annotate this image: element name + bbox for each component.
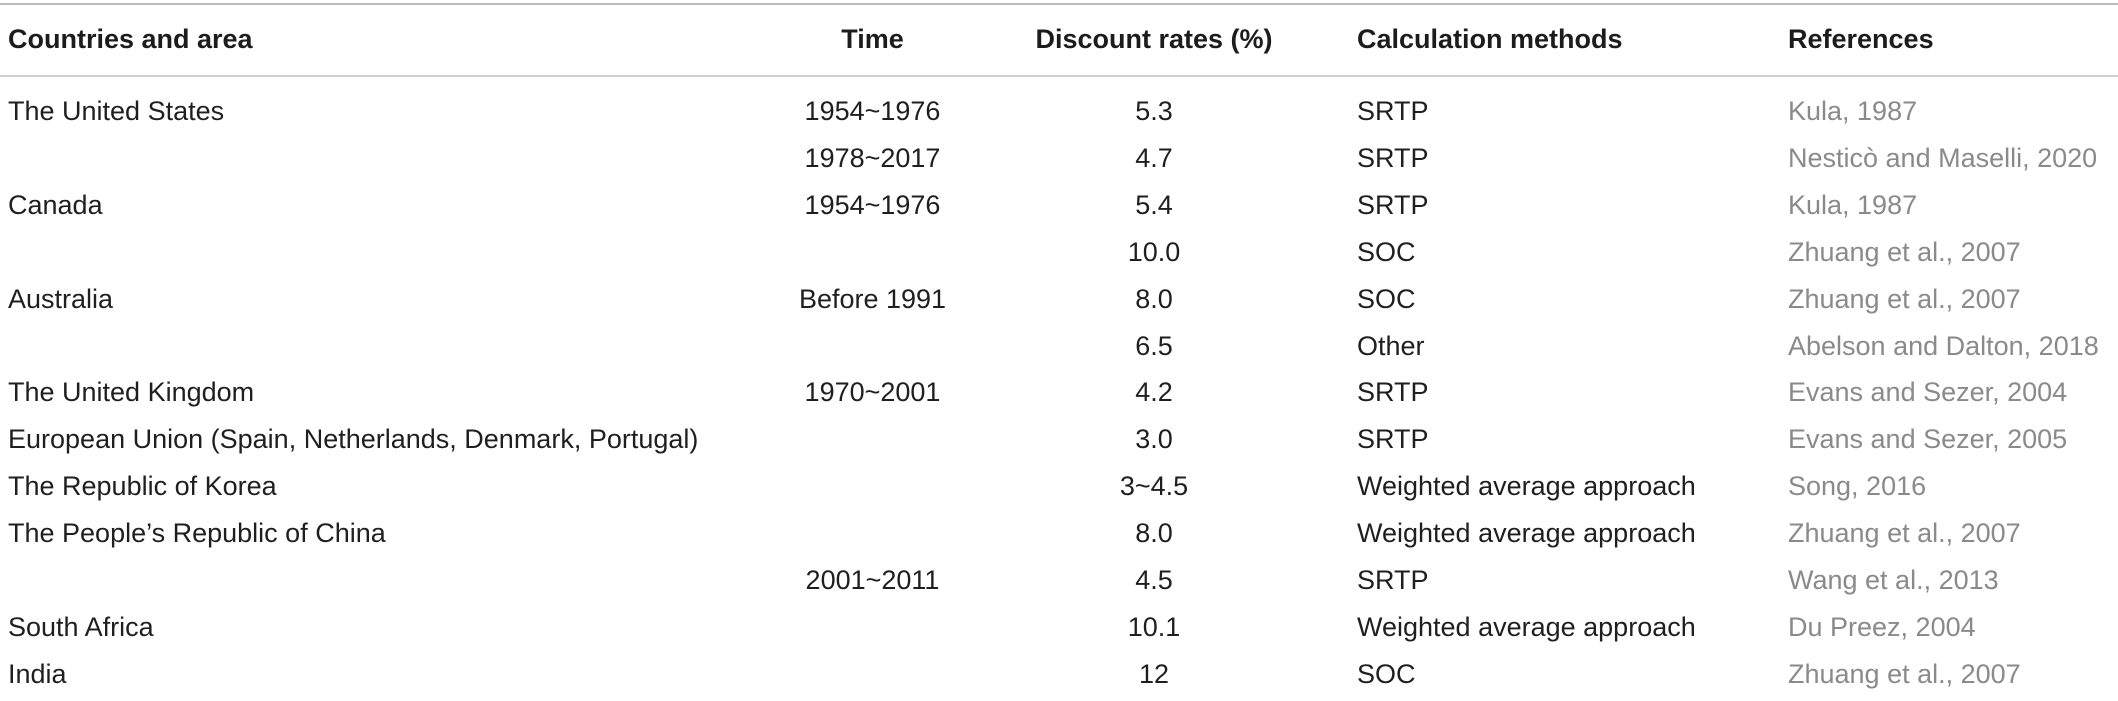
cell-discount-rate: 3~4.5 [1119,471,1189,502]
cell-country: Canada [8,189,103,220]
cell-calculation-method: SRTP [1357,565,1429,595]
cell-reference: Abelson and Dalton, 2018 [1788,330,2099,361]
cell-time: 2001~2011 [805,565,940,595]
cell-calculation-method: SOC [1357,658,1416,689]
cell-time: 1970~2001 [804,377,941,408]
cell-calculation-method: SRTP [1357,424,1429,455]
cell-time [760,651,985,698]
cell-country: South Africa [8,611,154,642]
header-countries: Countries and area [8,24,253,54]
cell-discount-rate: 10.1 [1127,611,1181,642]
table-header-row: Countries and area Time Discount rates (… [0,16,2118,63]
cell-discount-rate: 12 [1138,658,1170,689]
cell-reference: Kula, 1987 [1788,96,1918,126]
table-row: The People’s Republic of China 8.0 Weighte… [0,510,2118,557]
header-calculation-methods: Calculation methods [1357,24,1623,54]
header-time: Time [841,24,904,54]
cell-country: India [8,658,67,689]
table-row: The United States 1954~1976 5.3 SRTP Kula, 1… [0,88,2118,135]
cell-time [760,604,985,651]
cell-calculation-method: Weighted average approach [1357,518,1696,549]
cell-time [760,416,985,463]
cell-country: The United States [8,96,225,126]
cell-reference: Evans and Sezer, 2004 [1788,377,2068,408]
cell-discount-rate: 10.0 [1127,236,1181,267]
cell-time [760,229,985,276]
cell-discount-rate: 6.5 [1135,330,1173,361]
cell-time: 1954~1976 [804,189,941,220]
header-rule [0,75,2118,77]
header-references: References [1788,24,1934,54]
table-row: 10.0 SOC Zhuang et al., 2007 [0,229,2118,276]
table-row: South Africa 10.1 Weighted average approac… [0,604,2118,651]
cell-time [760,323,985,370]
cell-time: Before 1991 [798,283,947,314]
cell-calculation-method: Weighted average approach [1357,471,1696,502]
cell-country: The Republic of Korea [8,471,277,502]
cell-reference: Song, 2016 [1788,471,1927,502]
cell-country: The People’s Republic of China [8,518,386,549]
table-row: European Union (Spain, Netherlands, Denm… [0,416,2118,463]
cell-reference: Kula, 1987 [1788,189,1918,220]
cell-reference: Zhuang et al., 2007 [1788,518,2021,549]
cell-reference: Evans and Sezer, 2005 [1788,424,2068,455]
cell-reference: Zhuang et al., 2007 [1788,236,2021,267]
table-top-rule [0,3,2118,5]
cell-calculation-method: SRTP [1357,142,1429,173]
cell-discount-rate: 5.4 [1135,189,1173,220]
cell-country: European Union (Spain, Netherlands, Denm… [8,424,699,455]
cell-reference: Du Preez, 2004 [1788,611,1976,642]
table-row: Australia Before 1991 8.0 SOC Zhuang et al.,… [0,276,2118,323]
cell-calculation-method: SOC [1357,236,1416,267]
cell-calculation-method: Weighted average approach [1357,611,1696,642]
cell-discount-rate: 4.7 [1135,142,1173,173]
cell-discount-rate: 5.3 [1135,96,1173,126]
cell-time: 1954~1976 [804,96,941,126]
cell-calculation-method: SRTP [1357,189,1429,220]
table-row: The Republic of Korea 3~4.5 Weighted avera… [0,463,2118,510]
table-row: The United Kingdom 1970~2001 4.2 SRTP Evans … [0,369,2118,416]
cell-discount-rate: 8.0 [1135,283,1173,314]
table-row: 1978~2017 4.7 SRTP Nesticò and Maselli, 202… [0,135,2118,182]
cell-calculation-method: SRTP [1357,96,1429,126]
cell-country: Australia [8,283,114,314]
cell-discount-rate: 3.0 [1135,424,1173,455]
cell-time [760,510,985,557]
table-row: 2001~2011 4.5 SRTP Wang et al., 2013 [0,557,2118,604]
cell-reference: Zhuang et al., 2007 [1788,658,2021,689]
cell-reference: Nesticò and Maselli, 2020 [1788,142,2098,173]
cell-time [760,463,985,510]
table-row: Canada 1954~1976 5.4 SRTP Kula, 1987 [0,182,2118,229]
header-discount-rates: Discount rates (%) [1035,24,1273,54]
cell-country: The United Kingdom [8,377,255,408]
table-row: India 12 SOC Zhuang et al., 2007 [0,651,2118,698]
table-row: 6.5 Other Abelson and Dalton, 2018 [0,323,2118,370]
cell-calculation-method: SRTP [1357,377,1429,408]
cell-discount-rate: 4.2 [1135,377,1173,408]
cell-time: 1978~2017 [804,142,941,173]
cell-discount-rate: 8.0 [1135,518,1173,549]
cell-reference: Wang et al., 2013 [1788,565,1999,595]
cell-calculation-method: Other [1357,330,1425,361]
cell-reference: Zhuang et al., 2007 [1788,283,2021,314]
cell-discount-rate: 4.5 [1135,565,1173,595]
cell-calculation-method: SOC [1357,283,1416,314]
